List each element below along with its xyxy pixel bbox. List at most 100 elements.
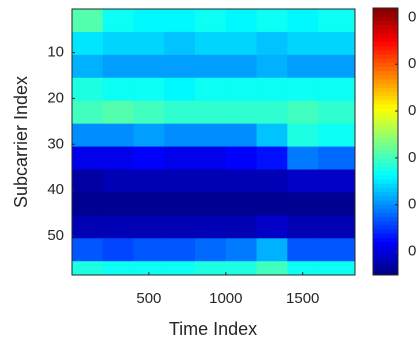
colorbar-segment — [373, 16, 398, 22]
colorbar-segment — [373, 191, 398, 197]
heatmap-cell — [72, 123, 104, 148]
heatmap-cell — [72, 31, 104, 56]
colorbar-segment — [373, 78, 398, 84]
heatmap-cell — [195, 238, 227, 262]
colorbar-segment — [373, 158, 398, 163]
heatmap-cell — [195, 169, 227, 193]
colorbar-segment — [373, 208, 398, 213]
colorbar-segment — [373, 145, 398, 151]
heatmap-cell — [195, 215, 227, 239]
heatmap-cell — [102, 9, 135, 33]
heatmap-cell — [195, 54, 227, 79]
heatmap-cell — [287, 100, 319, 125]
colorbar-segment — [373, 83, 398, 88]
colorbar-segment — [373, 41, 398, 47]
heatmap-cell — [72, 192, 104, 216]
heatmap-cell — [318, 215, 356, 239]
colorbar-segment — [373, 112, 398, 117]
heatmap-cell — [287, 169, 319, 193]
heatmap-cell — [287, 146, 319, 171]
colorbar-segment — [373, 204, 398, 209]
colorbar-segment — [373, 8, 398, 13]
heatmap-cell — [287, 261, 319, 276]
heatmap-cell — [133, 100, 165, 125]
colorbar-segment — [373, 258, 398, 263]
heatmap-cell — [102, 192, 135, 216]
heatmap-cell — [133, 192, 165, 216]
heatmap-cell — [287, 238, 319, 262]
colorbar-tick-label: 0 — [408, 8, 416, 25]
colorbar-segment — [373, 91, 398, 97]
heatmap-cell — [287, 54, 319, 79]
heatmap-cell — [133, 77, 165, 102]
heatmap-cell — [102, 77, 135, 102]
heatmap-cell — [318, 261, 356, 276]
heatmap-cell — [225, 77, 258, 102]
colorbar-segment — [373, 137, 398, 142]
heatmap-cell — [225, 146, 258, 171]
colorbar-segment — [373, 187, 398, 193]
colorbar-segment — [373, 174, 398, 180]
colorbar-segment — [373, 254, 398, 259]
heatmap-cell — [72, 100, 104, 125]
heatmap-cell — [133, 31, 165, 56]
colorbar-segment — [373, 128, 398, 134]
heatmap-cell — [72, 215, 104, 239]
heatmap-cell — [164, 146, 196, 171]
heatmap-cell — [102, 54, 135, 79]
colorbar-tick-label: 0 — [408, 55, 416, 72]
heatmap-cell — [256, 9, 288, 33]
heatmap-cell — [287, 192, 319, 216]
heatmap-cell — [164, 77, 196, 102]
colorbar-segment — [373, 199, 398, 205]
colorbar-tick-label: 0 — [408, 243, 416, 260]
heatmap-cell — [195, 31, 227, 56]
heatmap-cell — [256, 31, 288, 56]
colorbar-segment — [373, 62, 398, 67]
colorbar-segment — [373, 37, 398, 42]
heatmap-cell — [72, 146, 104, 171]
colorbar-segment — [373, 237, 398, 243]
colorbar-segment — [373, 270, 398, 276]
heatmap-cell — [256, 123, 288, 148]
heatmap-cell — [72, 261, 104, 276]
colorbar-segment — [373, 216, 398, 222]
heatmap-cell — [318, 238, 356, 262]
heatmap-cell — [256, 54, 288, 79]
colorbar-segment — [373, 70, 398, 76]
heatmap-cell — [287, 31, 319, 56]
heatmap-cell — [287, 123, 319, 148]
heatmap-cell — [133, 54, 165, 79]
heatmap-cell — [318, 123, 356, 148]
heatmap-cell — [195, 100, 227, 125]
heatmap-cell — [318, 169, 356, 193]
colorbar-segment — [373, 95, 398, 101]
heatmap-cell — [318, 77, 356, 102]
colorbar-tick-label: 0 — [408, 102, 416, 119]
colorbar-segment — [373, 212, 398, 218]
heatmap-cell — [133, 123, 165, 148]
heatmap-cell — [72, 169, 104, 193]
heatmap-cell — [256, 100, 288, 125]
colorbar-segment — [373, 66, 398, 72]
heatmap-cell — [102, 31, 135, 56]
colorbar-segment — [373, 183, 398, 188]
heatmap-cell — [256, 238, 288, 262]
heatmap-cell — [164, 100, 196, 125]
heatmap-cell — [318, 54, 356, 79]
colorbar-segment — [373, 154, 398, 159]
heatmap-cell — [256, 261, 288, 276]
heatmap-cell — [225, 123, 258, 148]
heatmap-cell — [225, 169, 258, 193]
heatmap-cell — [133, 9, 165, 33]
colorbar-segment — [373, 166, 398, 172]
heatmap-cell — [318, 146, 356, 171]
colorbar-segment — [373, 12, 398, 17]
heatmap-cell — [318, 192, 356, 216]
heatmap-cell — [318, 100, 356, 125]
colorbar-segment — [373, 58, 398, 63]
colorbar-tick-label: 0 — [408, 149, 416, 166]
colorbar-segment — [373, 195, 398, 201]
colorbar-segment — [373, 120, 398, 126]
